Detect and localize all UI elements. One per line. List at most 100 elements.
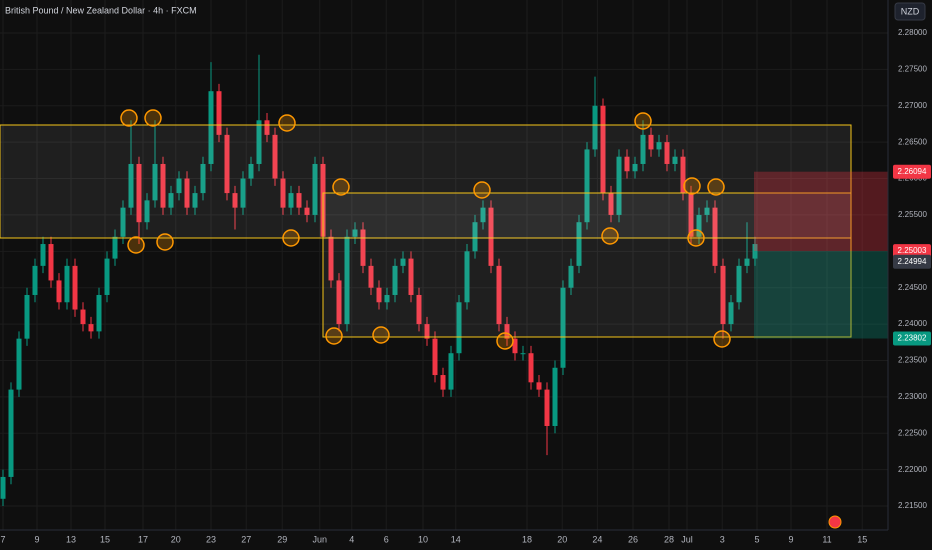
touch-marker: [325, 327, 343, 345]
candle-body: [456, 302, 462, 354]
price-label-box: [893, 164, 931, 179]
candle-body: [24, 294, 30, 339]
candle-body: [600, 105, 606, 194]
candle-body: [120, 207, 126, 237]
candle-body: [360, 229, 366, 266]
target-zone: [754, 251, 888, 339]
touch-marker: [687, 229, 705, 247]
candle-body: [448, 353, 454, 390]
candle-body: [608, 193, 614, 215]
candle-body: [160, 163, 166, 208]
candle-body: [472, 222, 478, 252]
candle-body: [392, 265, 398, 295]
candles: [0, 54, 758, 507]
y-tick-label: 2.28000: [898, 28, 927, 37]
candle-body: [80, 309, 86, 325]
candle-body: [408, 258, 414, 295]
candle-body: [648, 134, 654, 150]
currency-label[interactable]: NZD: [901, 6, 920, 16]
candle-body: [520, 353, 526, 355]
y-tick-label: 2.27000: [898, 101, 927, 110]
candle-body: [168, 193, 174, 208]
x-tick-label: 9: [34, 534, 39, 544]
candle-body: [0, 476, 6, 499]
y-tick-label: 2.23000: [898, 392, 927, 401]
price-label: 2.25003: [898, 246, 927, 255]
candle-body: [128, 163, 134, 208]
currency-button[interactable]: [894, 2, 926, 21]
candle-body: [504, 324, 510, 339]
candle-body: [48, 244, 54, 281]
candle-body: [72, 265, 78, 310]
candle-body: [632, 163, 638, 172]
price-label: 2.26094: [898, 167, 927, 176]
candle-body: [496, 265, 502, 325]
candle-body: [136, 163, 142, 223]
x-tick-label: 11: [822, 534, 831, 544]
x-tick-label: 27: [241, 534, 251, 544]
candle-body: [680, 156, 686, 194]
candle-body: [232, 193, 238, 208]
x-tick-label: 10: [418, 534, 428, 544]
event-icon[interactable]: [828, 515, 842, 529]
candle-body: [112, 236, 118, 259]
candle-body: [144, 200, 150, 223]
candle-body: [344, 236, 350, 325]
candle-body: [424, 324, 430, 339]
candle-body: [8, 389, 14, 477]
y-tick-label: 2.27500: [898, 64, 927, 73]
y-tick-label: 2.26500: [898, 137, 927, 146]
price-label: 2.23802: [898, 334, 927, 343]
candle-body: [16, 338, 22, 390]
candle-body: [624, 156, 630, 172]
y-tick-label: 2.22000: [898, 465, 927, 474]
touch-marker: [127, 236, 145, 254]
x-tick-label: 29: [277, 534, 287, 544]
candle-body: [640, 134, 646, 164]
candle-body: [336, 280, 342, 325]
candle-body: [528, 353, 534, 383]
candle-body: [688, 193, 694, 237]
touch-marker: [707, 178, 725, 196]
x-tick-label: 6: [384, 534, 389, 544]
candle-body: [592, 105, 598, 150]
x-tick-label: 13: [66, 534, 76, 544]
candle-body: [432, 338, 438, 376]
candle-body: [696, 214, 702, 237]
x-tick-label: 9: [788, 534, 793, 544]
price-label-box: [893, 244, 931, 259]
price-label-box: [893, 331, 931, 346]
x-tick-label: 15: [857, 534, 867, 544]
candle-body: [656, 142, 662, 150]
touch-marker: [473, 181, 491, 199]
symbol-title: British Pound / New Zealand Dollar · 4h …: [5, 5, 197, 15]
candle-body: [240, 178, 246, 208]
drawings: [0, 109, 852, 350]
price-axis: [888, 0, 932, 550]
candle-body: [704, 207, 710, 215]
y-tick-label: 2.21500: [898, 501, 927, 510]
candle-body: [512, 338, 518, 354]
y-tick-label: 2.24500: [898, 283, 927, 292]
candle-body: [712, 207, 718, 266]
candle-body: [720, 265, 726, 325]
candle-body: [224, 134, 230, 194]
candle-body: [184, 178, 190, 208]
candle-body: [352, 229, 358, 237]
resistance-zone: [0, 124, 852, 239]
x-tick-label: 20: [171, 534, 181, 544]
candle-body: [96, 294, 102, 332]
touch-marker: [713, 330, 731, 348]
candle-body: [552, 367, 558, 426]
y-tick-label: 2.23500: [898, 356, 927, 365]
candle-body: [288, 193, 294, 208]
candle-body: [104, 258, 110, 295]
x-tick-label: 23: [206, 534, 216, 544]
candle-body: [32, 265, 38, 295]
x-tick-label: 17: [138, 534, 148, 544]
candle-body: [264, 120, 270, 135]
candle-body: [728, 302, 734, 325]
candle-body: [64, 265, 70, 303]
candle-body: [280, 178, 286, 208]
